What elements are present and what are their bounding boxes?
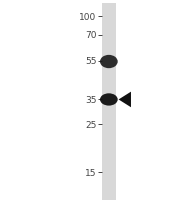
Text: 100: 100 (79, 13, 96, 22)
Polygon shape (119, 92, 131, 108)
Text: 70: 70 (85, 31, 96, 40)
Ellipse shape (100, 94, 118, 106)
Text: 15: 15 (85, 168, 96, 177)
Text: 55: 55 (85, 57, 96, 66)
Bar (102, 4, 116, 200)
Text: 35: 35 (85, 95, 96, 104)
Ellipse shape (100, 56, 118, 69)
Text: 25: 25 (85, 120, 96, 129)
